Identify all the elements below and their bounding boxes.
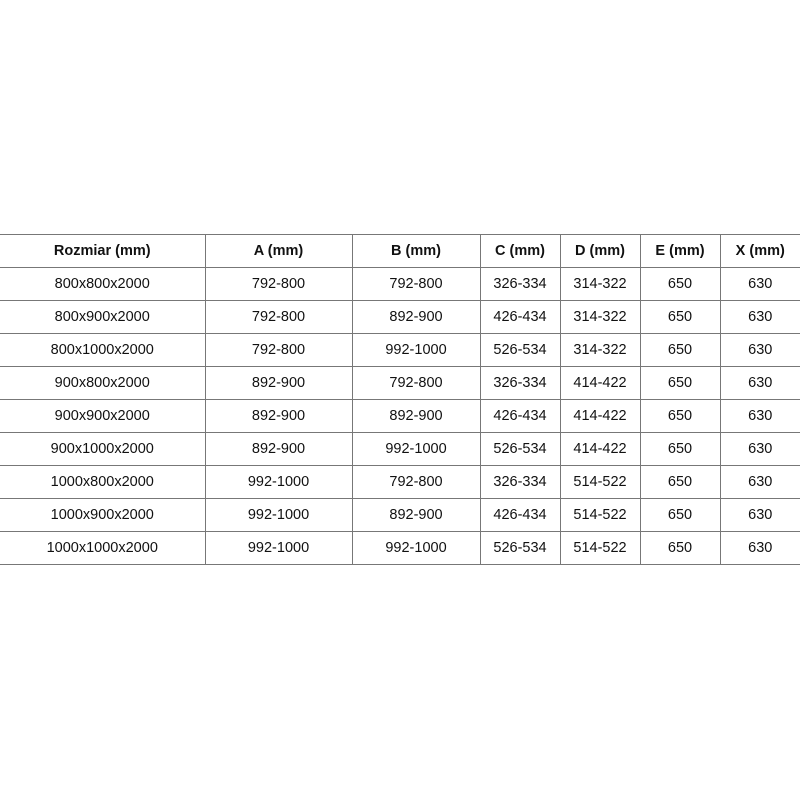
table-cell: 650 <box>639 300 721 334</box>
table-cell: 630 <box>719 498 800 532</box>
table-cell: 1000x800x2000 <box>0 465 206 499</box>
table-cell: 892-900 <box>351 300 481 334</box>
table-row: 1000x1000x2000 992-1000 992-1000 526-534 514… <box>0 531 800 565</box>
table-cell: 514-522 <box>559 465 641 499</box>
table-cell: 630 <box>719 333 800 367</box>
table-row: 1000x800x2000 992-1000 792-800 326-334 514-5… <box>0 465 800 499</box>
table-cell: 630 <box>719 366 800 400</box>
table-cell: 414-422 <box>559 399 641 433</box>
table-cell: 630 <box>719 432 800 466</box>
table-cell: 414-422 <box>559 366 641 400</box>
table-cell: 650 <box>639 432 721 466</box>
header-row: Rozmiar (mm) A (mm) B (mm) C (mm) D (mm) E (m… <box>0 234 800 268</box>
table-cell: 892-900 <box>204 366 353 400</box>
table-cell: 1000x900x2000 <box>0 498 206 532</box>
table-cell: 992-1000 <box>204 465 353 499</box>
table-cell: 630 <box>719 531 800 565</box>
table-cell: 650 <box>639 267 721 301</box>
table-cell: 792-800 <box>204 267 353 301</box>
column-header: X (mm) <box>719 234 800 268</box>
table-cell: 630 <box>719 465 800 499</box>
table-cell: 650 <box>639 465 721 499</box>
table-row: 900x800x2000 892-900 792-800 326-334 414-422… <box>0 366 800 400</box>
table-cell: 650 <box>639 498 721 532</box>
table-cell: 792-800 <box>204 333 353 367</box>
table-cell: 630 <box>719 300 800 334</box>
table-cell: 892-900 <box>351 399 481 433</box>
table-cell: 630 <box>719 267 800 301</box>
table-cell: 314-322 <box>559 267 641 301</box>
table-row: 800x1000x2000 792-800 992-1000 526-534 314-3… <box>0 333 800 367</box>
table-cell: 800x900x2000 <box>0 300 206 334</box>
table-cell: 650 <box>639 399 721 433</box>
table-cell: 426-434 <box>479 300 561 334</box>
table-cell: 900x900x2000 <box>0 399 206 433</box>
table-cell: 526-534 <box>479 531 561 565</box>
table-cell: 792-800 <box>204 300 353 334</box>
table-cell: 514-522 <box>559 498 641 532</box>
table-row: 900x900x2000 892-900 892-900 426-434 414-422… <box>0 399 800 433</box>
table-cell: 314-322 <box>559 300 641 334</box>
table-row: 800x900x2000 792-800 892-900 426-434 314-322… <box>0 300 800 334</box>
table-cell: 992-1000 <box>204 531 353 565</box>
table-cell: 650 <box>639 333 721 367</box>
table-cell: 326-334 <box>479 465 561 499</box>
table-row: 800x800x2000 792-800 792-800 326-334 314-322… <box>0 267 800 301</box>
table-cell: 514-522 <box>559 531 641 565</box>
table-cell: 892-900 <box>204 432 353 466</box>
table-cell: 414-422 <box>559 432 641 466</box>
table-cell: 526-534 <box>479 432 561 466</box>
column-header: Rozmiar (mm) <box>0 234 206 268</box>
table-cell: 900x800x2000 <box>0 366 206 400</box>
table-cell: 426-434 <box>479 498 561 532</box>
table-cell: 992-1000 <box>204 498 353 532</box>
table-cell: 800x1000x2000 <box>0 333 206 367</box>
table-row: 900x1000x2000 892-900 992-1000 526-534 414-4… <box>0 432 800 466</box>
table-cell: 426-434 <box>479 399 561 433</box>
table-cell: 892-900 <box>351 498 481 532</box>
dimensions-table: Rozmiar (mm) A (mm) B (mm) C (mm) D (mm) E (m… <box>0 234 800 565</box>
column-header: C (mm) <box>479 234 561 268</box>
table-cell: 800x800x2000 <box>0 267 206 301</box>
table-cell: 992-1000 <box>351 333 481 367</box>
table-cell: 792-800 <box>351 267 481 301</box>
table-cell: 326-334 <box>479 366 561 400</box>
table-cell: 792-800 <box>351 465 481 499</box>
table-cell: 1000x1000x2000 <box>0 531 206 565</box>
table-cell: 650 <box>639 531 721 565</box>
table-cell: 892-900 <box>204 399 353 433</box>
table-row: 1000x900x2000 992-1000 892-900 426-434 514-5… <box>0 498 800 532</box>
table-cell: 992-1000 <box>351 432 481 466</box>
table-cell: 314-322 <box>559 333 641 367</box>
table-cell: 526-534 <box>479 333 561 367</box>
column-header: A (mm) <box>204 234 353 268</box>
table-cell: 792-800 <box>351 366 481 400</box>
table-cell: 326-334 <box>479 267 561 301</box>
table-cell: 630 <box>719 399 800 433</box>
column-header: E (mm) <box>639 234 721 268</box>
column-header: D (mm) <box>559 234 641 268</box>
table-cell: 650 <box>639 366 721 400</box>
table-cell: 992-1000 <box>351 531 481 565</box>
table-cell: 900x1000x2000 <box>0 432 206 466</box>
column-header: B (mm) <box>351 234 481 268</box>
